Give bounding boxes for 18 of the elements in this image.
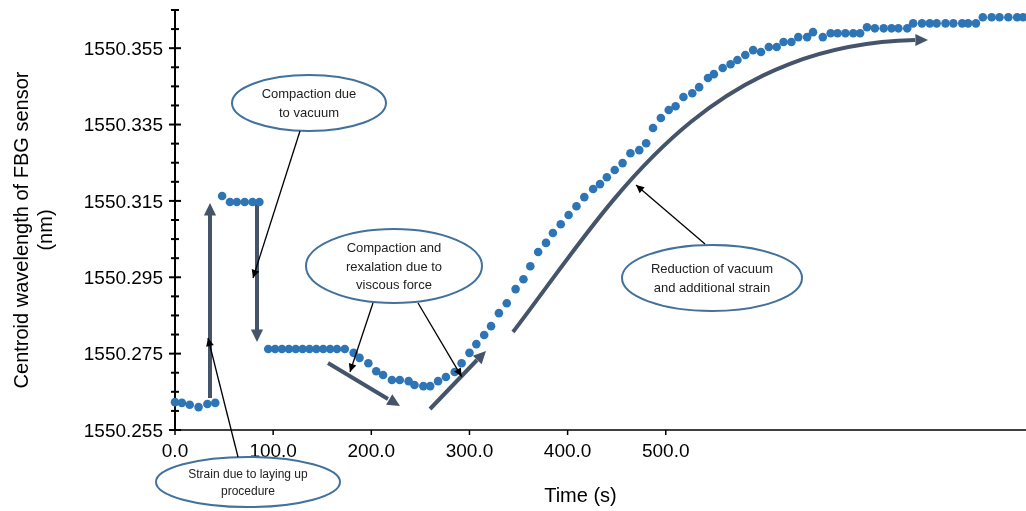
x-tick-label: 300.0 [445, 440, 494, 461]
x-axis-title: Time (s) [544, 484, 617, 506]
annotation: Reduction of vacuum and additional strain [650, 261, 774, 295]
text: Strain due to laying up procedure [188, 466, 309, 498]
annotation: Compaction due to vacuum [261, 86, 357, 120]
annotation: Compaction and rexalation due to viscous force [345, 239, 443, 293]
x-tick-label: 400.0 [543, 440, 592, 461]
y-tick-label: 1550.355 [83, 37, 163, 59]
x-tick-label: 500.0 [642, 440, 690, 461]
x-tick-label: 0.0 [161, 440, 189, 461]
x-tick-label: 100.0 [249, 440, 297, 461]
y-tick-label: 1550.315 [83, 190, 163, 212]
x-tick-label: 200.0 [347, 440, 396, 461]
y-tick-label: 1550.295 [83, 266, 163, 288]
y-axis-title: Centroid wavelength of FBG sensor (nm) [10, 71, 56, 389]
y-tick-label: 1550.335 [83, 114, 163, 136]
y-tick-label: 1550.275 [83, 343, 163, 365]
y-tick-label: 1550.255 [83, 419, 163, 441]
